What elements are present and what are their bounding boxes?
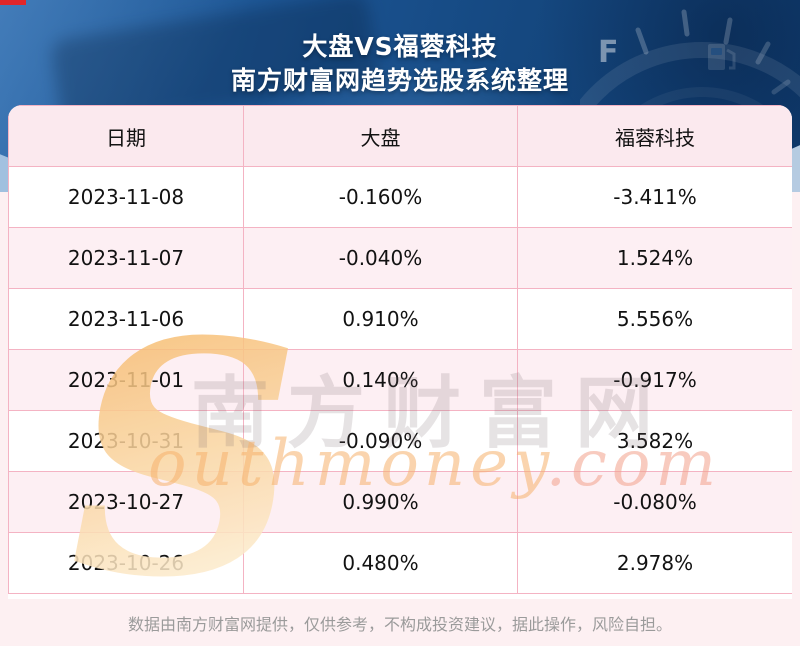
table-row: 2023-11-06 0.910% 5.556% [8,288,792,350]
cell-market: 0.140% [243,349,518,411]
footer-disclaimer: 数据由南方财富网提供，仅供参考，不构成投资建议，据此操作，风险自担。 [127,614,672,634]
cell-market: 0.990% [243,471,518,533]
data-table: 日期 大盘 福蓉科技 2023-11-08 -0.160% -3.411% 20… [8,105,792,594]
cell-stock: 5.556% [517,288,792,350]
cell-stock: 3.582% [517,410,792,472]
fuel-pump-glyph [708,44,736,70]
data-table-panel: 日期 大盘 福蓉科技 2023-11-08 -0.160% -3.411% 20… [8,105,792,599]
cell-stock: 2.978% [517,532,792,594]
top-banner: F [0,0,800,192]
cell-market: -0.090% [243,410,518,472]
header-cell-stock: 福蓉科技 [517,105,792,167]
cell-stock: -3.411% [517,166,792,228]
cell-market: 0.910% [243,288,518,350]
table-row: 2023-11-01 0.140% -0.917% [8,349,792,411]
header-cell-date: 日期 [8,105,244,167]
table-row: 2023-10-31 -0.090% 3.582% [8,410,792,472]
cell-market: -0.040% [243,227,518,289]
fuel-gauge-icon: F [580,9,800,132]
gauge-full-letter: F [598,35,619,70]
cell-date: 2023-11-06 [8,288,244,350]
table-row: 2023-11-07 -0.040% 1.524% [8,227,792,289]
cell-stock: -0.917% [517,349,792,411]
table-row: 2023-10-27 0.990% -0.080% [8,471,792,533]
page-title: 大盘VS福蓉科技 [302,32,498,61]
header-cell-market: 大盘 [243,105,518,167]
cell-stock: -0.080% [517,471,792,533]
footer-bar: 数据由南方财富网提供，仅供参考，不构成投资建议，据此操作，风险自担。 [0,599,800,646]
cell-date: 2023-10-31 [8,410,244,472]
cell-date: 2023-10-27 [8,471,244,533]
cell-date: 2023-11-07 [8,227,244,289]
red-accent-bar [0,0,26,5]
cell-date: 2023-11-01 [8,349,244,411]
cell-market: -0.160% [243,166,518,228]
table-header-row: 日期 大盘 福蓉科技 [8,105,792,167]
page-subtitle: 南方财富网趋势选股系统整理 [230,66,569,95]
cell-date: 2023-10-26 [8,532,244,594]
table-row: 2023-11-08 -0.160% -3.411% [8,166,792,228]
table-row: 2023-10-26 0.480% 2.978% [8,532,792,594]
cell-date: 2023-11-08 [8,166,244,228]
cell-market: 0.480% [243,532,518,594]
cell-stock: 1.524% [517,227,792,289]
